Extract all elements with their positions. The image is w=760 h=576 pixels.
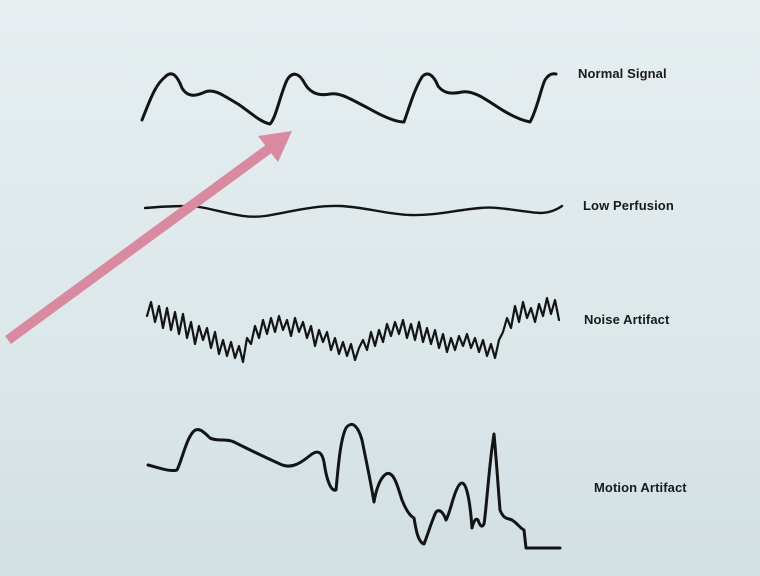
low-perfusion-waveform xyxy=(143,204,564,218)
label-normal-signal: Normal Signal xyxy=(578,66,667,81)
pointer-arrow xyxy=(5,143,273,345)
label-low-perfusion: Low Perfusion xyxy=(583,198,674,213)
normal-signal-waveform xyxy=(140,72,558,126)
label-motion-artifact: Motion Artifact xyxy=(594,480,687,495)
pointer-arrowhead xyxy=(258,131,292,162)
motion-artifact-waveform xyxy=(146,423,562,550)
label-noise-artifact: Noise Artifact xyxy=(584,312,670,327)
noise-artifact-waveform xyxy=(145,296,561,364)
